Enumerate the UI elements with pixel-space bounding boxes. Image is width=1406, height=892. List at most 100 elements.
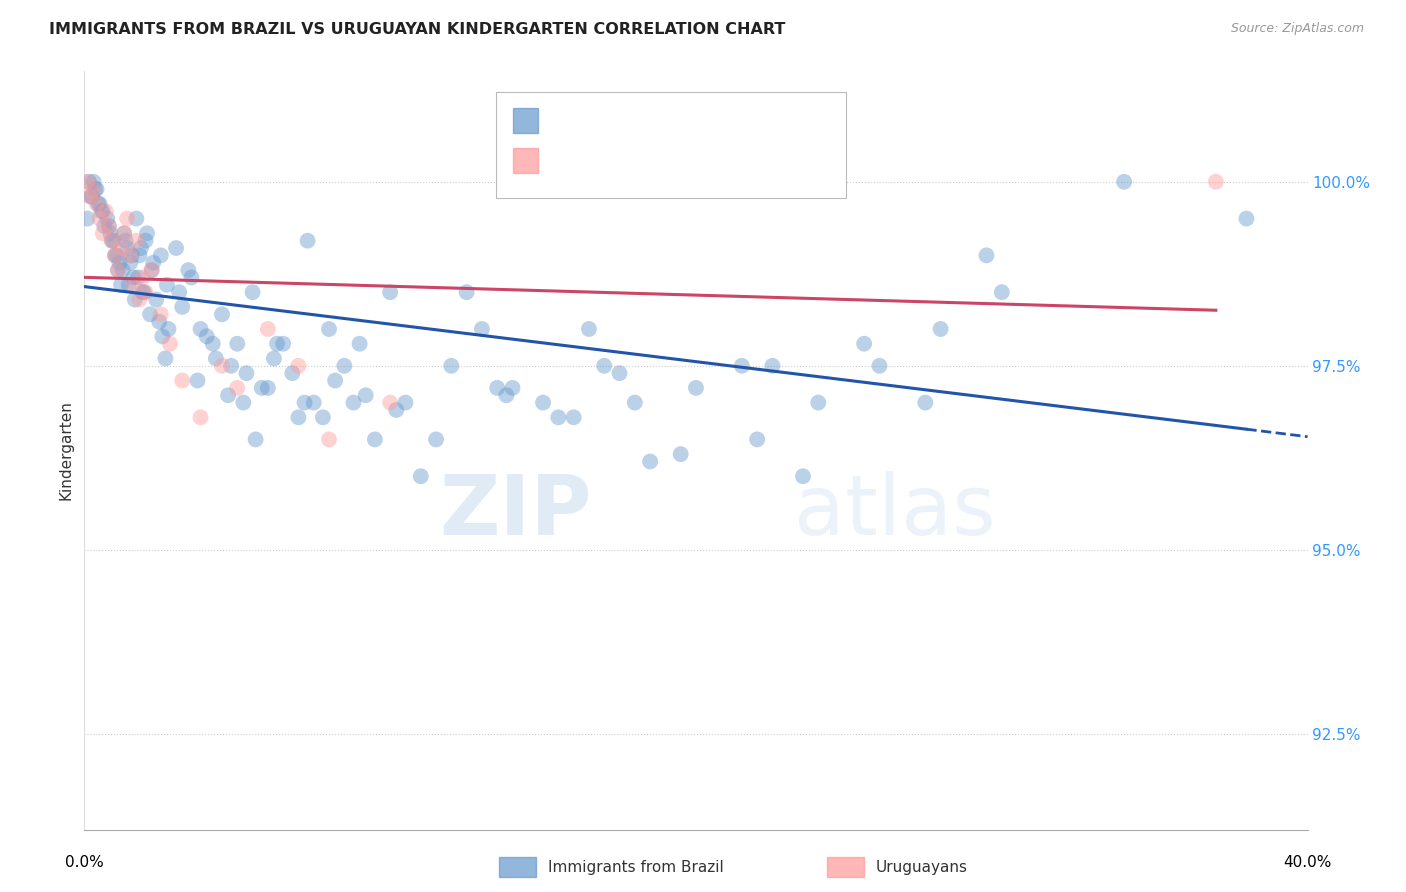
Point	[364, 433, 387, 447]
Text: 0.0%: 0.0%	[65, 855, 104, 871]
Point	[90, 204, 112, 219]
Point	[186, 374, 208, 388]
Point	[132, 285, 155, 300]
Point	[638, 454, 661, 468]
Point	[77, 175, 100, 189]
Point	[318, 433, 340, 447]
Point	[97, 219, 120, 233]
Point	[257, 322, 280, 336]
Point	[226, 336, 249, 351]
Point	[624, 395, 647, 409]
Point	[124, 293, 146, 307]
Point	[342, 395, 364, 409]
Point	[150, 329, 173, 343]
Point	[135, 285, 157, 300]
Point	[502, 381, 524, 395]
Point	[211, 359, 233, 373]
Point	[232, 395, 254, 409]
Point	[354, 388, 377, 402]
Point	[257, 381, 280, 395]
Point	[107, 263, 129, 277]
Point	[495, 388, 517, 402]
Point	[128, 248, 150, 262]
Point	[141, 263, 163, 277]
Point	[96, 211, 118, 226]
Point	[149, 307, 172, 321]
Point	[129, 241, 152, 255]
Point	[136, 227, 159, 241]
Point	[219, 359, 242, 373]
Text: N =: N =	[654, 113, 688, 128]
Point	[101, 234, 124, 248]
Point	[302, 395, 325, 409]
Point	[76, 175, 98, 189]
Text: R =: R =	[548, 113, 582, 128]
Point	[271, 336, 294, 351]
Point	[148, 315, 170, 329]
Point	[93, 219, 115, 233]
Point	[165, 241, 187, 255]
Point	[83, 182, 105, 196]
Point	[578, 322, 600, 336]
Point	[201, 336, 224, 351]
Point	[731, 359, 754, 373]
Point	[531, 395, 554, 409]
Point	[593, 359, 616, 373]
Point	[180, 270, 202, 285]
Point	[89, 197, 111, 211]
Point	[281, 366, 304, 380]
Point	[87, 197, 110, 211]
Point	[131, 285, 153, 300]
Point	[929, 322, 952, 336]
Point	[104, 248, 127, 262]
Point	[101, 234, 124, 248]
Point	[115, 211, 138, 226]
Text: Source: ZipAtlas.com: Source: ZipAtlas.com	[1230, 22, 1364, 36]
Point	[131, 270, 153, 285]
Point	[120, 256, 142, 270]
Point	[853, 336, 876, 351]
Point	[914, 395, 936, 409]
Point	[122, 270, 145, 285]
Point	[86, 182, 108, 196]
Text: 32: 32	[699, 153, 723, 168]
Point	[747, 433, 769, 447]
Point	[217, 388, 239, 402]
Point	[121, 248, 143, 262]
Point	[105, 248, 128, 262]
Point	[142, 256, 165, 270]
Point	[155, 351, 177, 366]
Point	[409, 469, 432, 483]
Point	[287, 410, 309, 425]
Point	[245, 433, 267, 447]
Point	[103, 234, 125, 248]
Point	[98, 227, 121, 241]
Point	[122, 277, 145, 292]
Point	[669, 447, 692, 461]
Point	[263, 351, 285, 366]
Point	[761, 359, 783, 373]
Point	[440, 359, 463, 373]
Point	[104, 248, 127, 262]
Point	[91, 227, 114, 241]
Point	[111, 263, 134, 277]
Point	[385, 403, 408, 417]
Point	[190, 410, 212, 425]
Point	[792, 469, 814, 483]
Point	[177, 263, 200, 277]
Point	[115, 241, 138, 255]
Point	[297, 234, 319, 248]
Point	[1236, 211, 1258, 226]
Text: R =: R =	[548, 153, 582, 168]
Point	[125, 234, 148, 248]
Text: 40.0%: 40.0%	[1284, 855, 1331, 871]
Text: Immigrants from Brazil: Immigrants from Brazil	[548, 860, 724, 874]
Point	[172, 374, 194, 388]
Point	[1205, 175, 1227, 189]
Text: Uruguayans: Uruguayans	[876, 860, 967, 874]
Point	[380, 395, 402, 409]
Point	[79, 189, 101, 203]
Point	[108, 256, 131, 270]
Point	[318, 322, 340, 336]
Point	[135, 234, 157, 248]
